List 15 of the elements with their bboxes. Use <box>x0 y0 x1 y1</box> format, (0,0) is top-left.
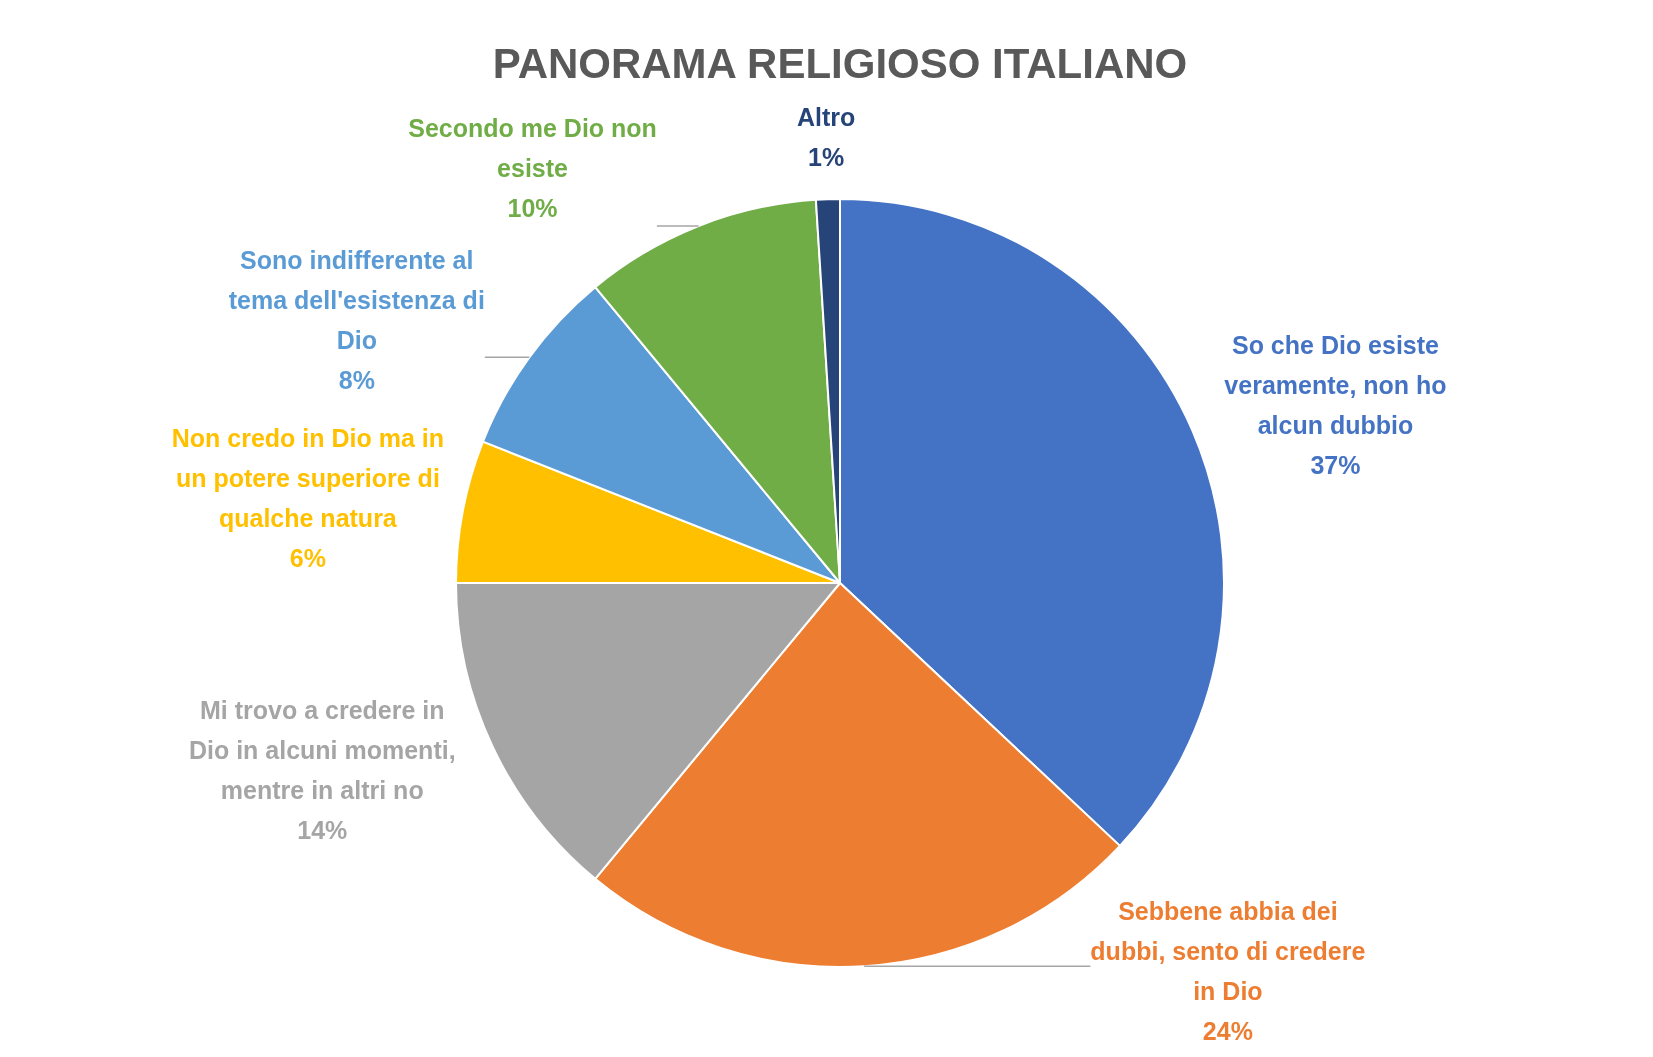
data-label: 37% <box>1310 450 1361 479</box>
slice-label: Mi trovo a credere in Dio in alcuni momenti, mentre in altri no <box>188 695 456 804</box>
slice-label: Non credo in Dio ma in un potere superiore di qualche natura <box>171 423 444 532</box>
slice-label: Secondo me Dio non esiste <box>408 114 657 183</box>
slice-label: Sono indifferente al tema dell'esistenza di Dio <box>228 245 485 354</box>
data-label: 24% <box>1202 1016 1253 1045</box>
data-label: 6% <box>289 543 326 572</box>
data-label: 10% <box>507 194 558 223</box>
data-label: 8% <box>338 365 375 394</box>
slice-label: Altro <box>796 103 856 132</box>
data-label: 14% <box>297 815 348 844</box>
slice-label: Sebbene abbia dei dubbi, sento di credere in Dio <box>1090 896 1366 1005</box>
chart-title: PANORAMA RELIGIOSO ITALIANO <box>492 39 1188 87</box>
slice-label: So che Dio esiste veramente, non ho alcun dubbio <box>1224 330 1447 439</box>
data-label: 1% <box>807 143 845 172</box>
